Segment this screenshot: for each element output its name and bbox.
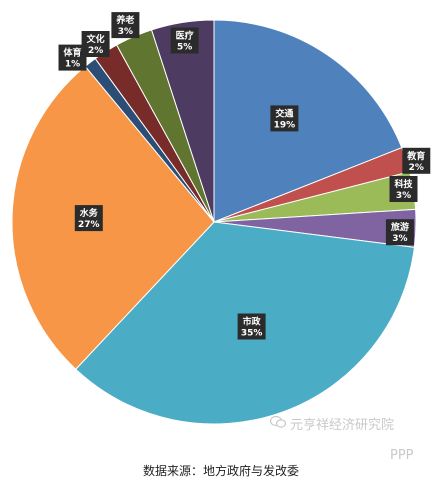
slice-label-box: [170, 27, 199, 54]
slice-name: 交通: [275, 107, 293, 119]
slice-name: 教育: [406, 150, 425, 162]
slice-percent: 19%: [274, 120, 296, 130]
slice-percent: 5%: [177, 43, 192, 53]
slice-name: 养老: [115, 14, 134, 26]
slice-name: 文化: [86, 33, 105, 45]
data-source: 数据来源：地方政府与发改委: [142, 464, 299, 478]
slice-name: 体育: [63, 47, 81, 59]
slice-label-7: 文化2%: [81, 31, 110, 57]
slice-label-box: [237, 313, 266, 340]
slice-label-9: 医疗5%: [170, 27, 199, 54]
slice-percent: 3%: [118, 27, 133, 37]
slice-percent: 2%: [88, 46, 103, 56]
slice-label-box: [74, 205, 103, 232]
watermark-text: 元亨祥经济研究院: [270, 414, 395, 433]
slice-percent: 2%: [409, 163, 424, 173]
pie-slice-5: [11, 65, 215, 370]
slice-percent: 35%: [241, 329, 263, 339]
slice-percent: 3%: [396, 191, 411, 201]
watermark-line1: 元亨祥经济研究院: [290, 418, 395, 433]
slice-label-box: [81, 31, 110, 57]
pie-slice-9: [150, 19, 215, 223]
slice-label-3: 旅游3%: [385, 219, 414, 246]
watermark-line2: PPP: [390, 448, 414, 463]
pie-slice-0: [213, 19, 403, 223]
slice-percent: 3%: [392, 234, 407, 244]
slice-label-6: 体育1%: [58, 44, 87, 71]
slice-label-box: [385, 219, 414, 246]
slice-percent: 27%: [78, 220, 100, 230]
slice-name: 医疗: [176, 30, 194, 42]
slice-name: 旅游: [391, 221, 409, 233]
slice-name: 科技: [394, 178, 413, 190]
slice-label-1: 教育2%: [402, 147, 431, 174]
slice-label-box: [402, 147, 431, 174]
slice-name: 水务: [80, 207, 99, 219]
slice-name: 市政: [243, 316, 262, 328]
wechat-icon: [270, 416, 286, 428]
slice-label-2: 科技3%: [389, 176, 418, 202]
slice-label-8: 养老3%: [111, 12, 140, 39]
slice-label-box: [111, 12, 140, 39]
pie-slices: [11, 19, 417, 425]
watermark-text-2: PPP: [390, 448, 414, 463]
slice-label-box: [389, 176, 418, 202]
slice-label-box: [270, 105, 299, 132]
slice-percent: 1%: [65, 60, 80, 70]
